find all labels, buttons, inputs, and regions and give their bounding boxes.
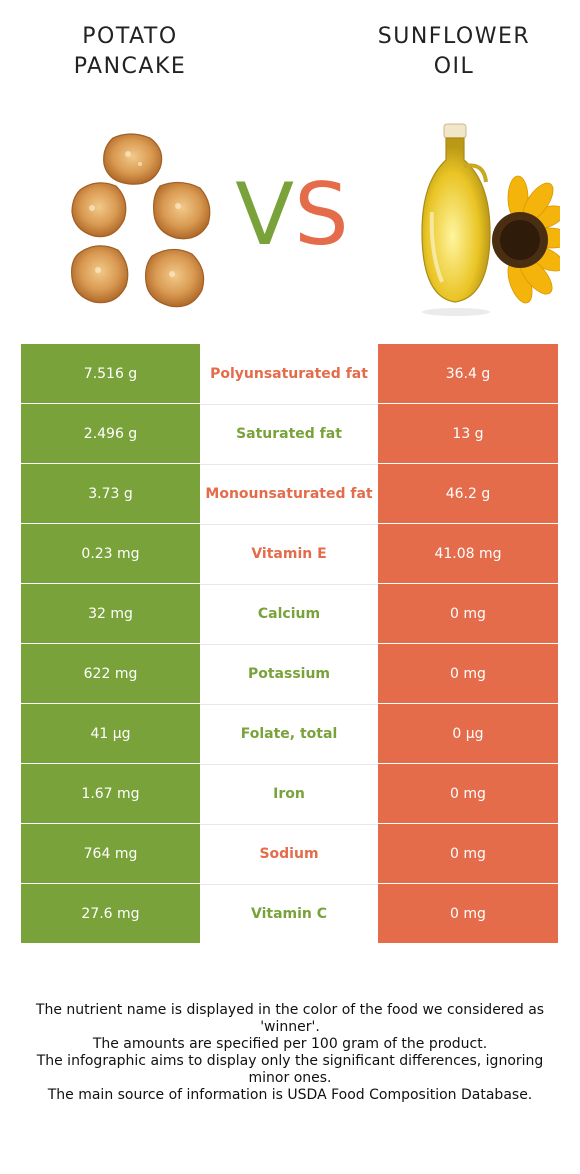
right-value: 41.08 mg: [378, 524, 558, 583]
nutrient-name: Saturated fat: [200, 404, 378, 463]
table-row: 622 mg Potassium 0 mg: [21, 644, 558, 703]
right-food-title: SUNFLOWER OIL: [377, 24, 531, 79]
right-value: 13 g: [378, 404, 558, 463]
nutrient-name: Monounsaturated fat: [200, 464, 378, 523]
left-value: 7.516 g: [21, 344, 200, 403]
potato-pancake-image: [71, 133, 211, 308]
left-value: 764 mg: [21, 824, 200, 883]
left-value: 2.496 g: [21, 404, 200, 463]
left-value: 41 µg: [21, 704, 200, 763]
table-row: 2.496 g Saturated fat 13 g: [21, 404, 558, 463]
right-value: 0 mg: [378, 584, 558, 643]
versus-label: VS: [235, 165, 349, 265]
right-value: 36.4 g: [378, 344, 558, 403]
footer-line-2: The amounts are specified per 100 gram o…: [92, 1036, 488, 1052]
left-value: 0.23 mg: [21, 524, 200, 583]
right-value: 0 mg: [378, 644, 558, 703]
table-row: 0.23 mg Vitamin E 41.08 mg: [21, 524, 558, 583]
right-value: 0 mg: [378, 824, 558, 883]
table-row: 764 mg Sodium 0 mg: [21, 824, 558, 883]
table-row: 32 mg Calcium 0 mg: [21, 584, 558, 643]
footer-line-1: The nutrient name is displayed in the co…: [35, 1002, 545, 1035]
nutrient-name: Calcium: [200, 584, 378, 643]
table-row: 7.516 g Polyunsaturated fat 36.4 g: [21, 344, 558, 403]
sunflower-oil-image: [421, 123, 560, 316]
nutrient-name: Vitamin C: [200, 884, 378, 943]
footer-line-4: The main source of information is USDA F…: [47, 1087, 533, 1103]
nutrient-name: Potassium: [200, 644, 378, 703]
nutrient-name: Folate, total: [200, 704, 378, 763]
left-value: 1.67 mg: [21, 764, 200, 823]
right-value: 0 mg: [378, 884, 558, 943]
nutrient-name: Polyunsaturated fat: [200, 344, 378, 403]
nutrient-name: Iron: [200, 764, 378, 823]
footer-line-3: The infographic aims to display only the…: [36, 1053, 544, 1086]
table-row: 3.73 g Monounsaturated fat 46.2 g: [21, 464, 558, 523]
left-value: 32 mg: [21, 584, 200, 643]
nutrient-name: Sodium: [200, 824, 378, 883]
left-value: 27.6 mg: [21, 884, 200, 943]
left-value: 622 mg: [21, 644, 200, 703]
right-value: 0 µg: [378, 704, 558, 763]
footer-notes: The nutrient name is displayed in the co…: [20, 1002, 560, 1104]
right-value: 0 mg: [378, 764, 558, 823]
table-row: 1.67 mg Iron 0 mg: [21, 764, 558, 823]
left-value: 3.73 g: [21, 464, 200, 523]
table-row: 41 µg Folate, total 0 µg: [21, 704, 558, 763]
right-value: 46.2 g: [378, 464, 558, 523]
nutrient-name: Vitamin E: [200, 524, 378, 583]
left-food-title: POTATO PANCAKE: [73, 24, 187, 79]
